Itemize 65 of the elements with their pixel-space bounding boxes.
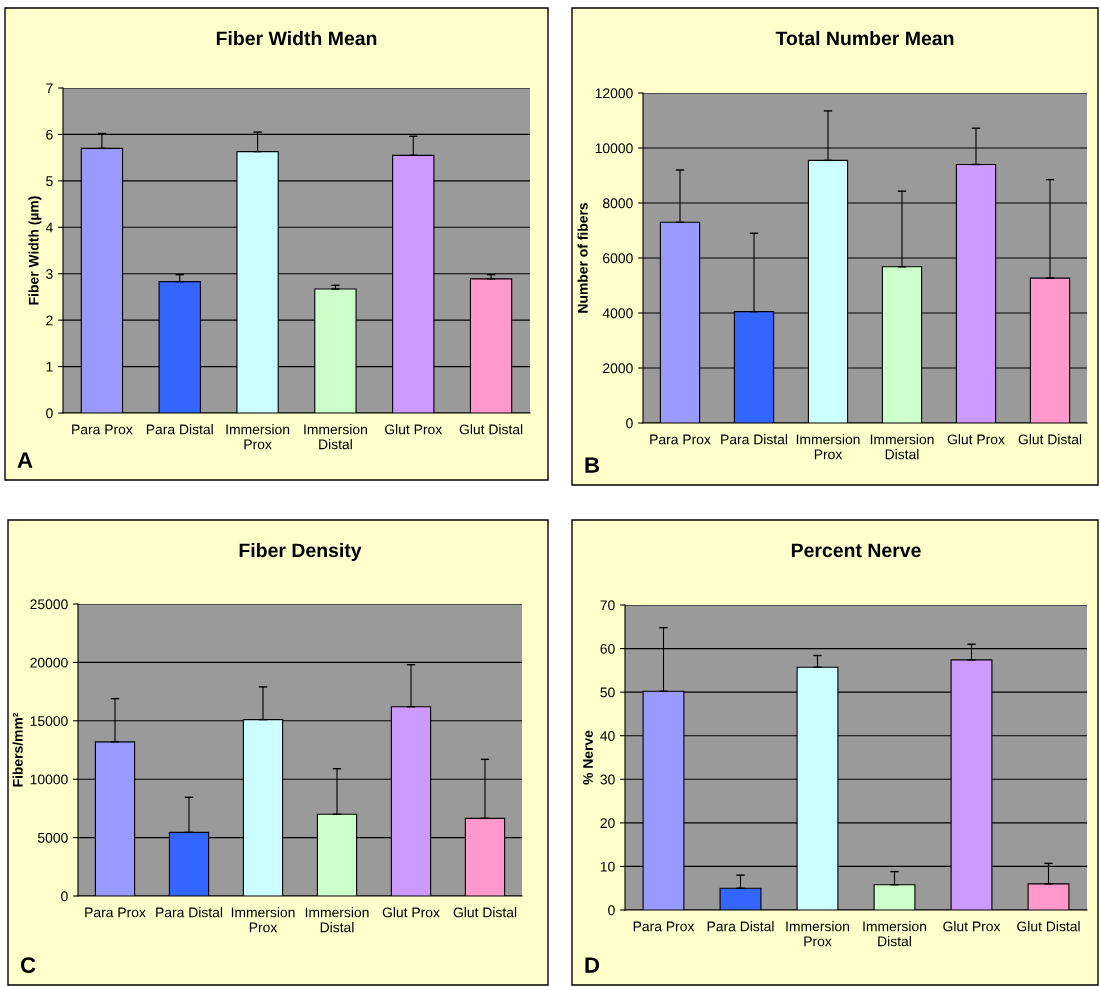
- x-tick-label: Para Distal: [146, 424, 213, 435]
- y-tick-label: 0: [608, 905, 615, 916]
- y-tick-label: 4: [45, 222, 53, 233]
- y-tick-label: 10000: [30, 774, 68, 785]
- x-tick-label: Immersion Prox: [226, 424, 290, 450]
- x-tick-label: Glut Prox: [385, 424, 443, 435]
- x-tick-label: Immersion Distal: [870, 434, 934, 460]
- text: D: [585, 957, 600, 973]
- y-tick-label: 70: [600, 600, 615, 611]
- x-tick-label: Immersion Distal: [305, 907, 369, 933]
- y-tick-label: 8000: [602, 198, 633, 209]
- y-tick-label: 1: [46, 362, 53, 372]
- y-tick-label: 10000: [595, 143, 633, 154]
- y-axis-title: Number of fibers: [577, 203, 588, 313]
- y-tick-label: 5000: [37, 832, 68, 843]
- y-tick-label: 7: [46, 83, 53, 94]
- x-tick-label: Para Distal: [156, 907, 223, 918]
- y-tick-label: 4000: [602, 308, 633, 319]
- y-tick-label: 40: [600, 731, 615, 741]
- y-tick-label: 20000: [30, 657, 68, 668]
- x-tick-label: Immersion Prox: [786, 921, 850, 947]
- x-tick-label: Para Prox: [72, 424, 133, 435]
- x-tick-label: Glut Distal: [453, 907, 517, 918]
- text: A: [17, 452, 33, 468]
- x-tick-label: Immersion Prox: [796, 434, 860, 460]
- y-tick-label: 25000: [30, 599, 68, 610]
- y-tick-label: 0: [46, 408, 53, 419]
- y-tick-label: 30: [600, 774, 615, 785]
- x-tick-label: Glut Distal: [1018, 434, 1082, 445]
- y-tick-label: 0: [61, 891, 68, 902]
- chart-title: Fiber Density: [239, 542, 362, 562]
- x-tick-label: Immersion Distal: [863, 921, 927, 947]
- y-tick-label: 15000: [30, 716, 68, 726]
- y-tick-label: 10: [600, 861, 615, 872]
- y-tick-label: 12000: [595, 88, 633, 99]
- x-tick-label: Para Distal: [721, 434, 788, 445]
- text: B: [585, 457, 600, 473]
- x-tick-label: Para Prox: [85, 907, 146, 918]
- chart-title: Percent Nerve: [791, 543, 921, 558]
- y-tick-label: 50: [600, 687, 615, 698]
- x-tick-label: Glut Distal: [1017, 921, 1080, 932]
- y-tick-label: 60: [600, 643, 615, 654]
- y-tick-label: 2000: [603, 363, 633, 374]
- text: C: [20, 957, 36, 973]
- y-tick-label: 20: [600, 818, 615, 829]
- y-axis-title: % Nerve: [583, 730, 593, 785]
- chart-title: Total Number Mean: [775, 30, 954, 46]
- y-tick-label: 6: [46, 129, 53, 140]
- y-tick-label: 5: [46, 176, 53, 187]
- x-tick-label: Immersion Prox: [231, 907, 295, 933]
- y-tick-label: 3: [46, 269, 53, 279]
- x-tick-label: Para Prox: [633, 921, 695, 932]
- x-tick-label: Glut Prox: [943, 921, 1001, 932]
- y-axis-title: Fiber Width (µm): [28, 196, 42, 305]
- x-tick-label: Para Distal: [707, 921, 774, 932]
- chart-title: Fiber Width Mean: [216, 30, 377, 46]
- x-tick-label: Glut Prox: [382, 907, 440, 918]
- y-axis-title: Fibers/mm²: [12, 712, 23, 787]
- y-tick-label: 6000: [603, 253, 633, 264]
- x-tick-label: Immersion Distal: [304, 424, 367, 450]
- x-tick-label: Para Prox: [650, 434, 711, 445]
- x-tick-label: Glut Prox: [947, 434, 1005, 445]
- x-tick-label: Glut Distal: [459, 424, 523, 435]
- y-tick-label: 2: [46, 315, 53, 326]
- y-tick-label: 0: [626, 418, 633, 429]
